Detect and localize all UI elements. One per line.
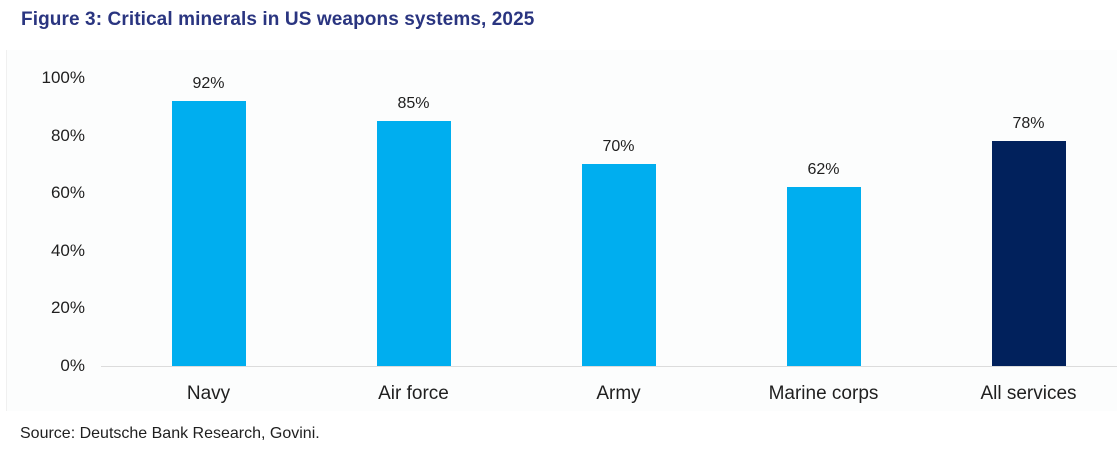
bar-value-label: 92% [192, 75, 225, 93]
bar-group: 92% Navy [106, 75, 311, 404]
chart-panel: 0% 20% 40% 60% 80% 100% 92% Navy 85% Air force 70… [6, 50, 1117, 411]
bar-group: 85% Air force [311, 78, 516, 404]
x-axis-label: Army [596, 383, 641, 404]
y-axis-tick-label: 40% [50, 240, 85, 260]
bar-group: 78% All services [926, 78, 1117, 404]
x-axis-label: Navy [186, 383, 231, 404]
plot-area: 92% Navy 85% Air force 70% Army 62% Marine corp… [106, 75, 1117, 404]
x-axis-label: Air force [378, 383, 449, 404]
source-note: Source: Deutsche Bank Research, Govini. [20, 425, 320, 442]
y-axis-tick-label: 20% [50, 298, 85, 318]
bar-group: 70% Army [516, 78, 721, 404]
bar-army [581, 164, 656, 366]
y-axis-tick-label: 60% [50, 183, 85, 203]
y-axis-tick-label: 100% [41, 68, 85, 87]
bar-navy [171, 101, 246, 366]
x-axis-baseline [101, 366, 1117, 367]
x-axis-label: Marine corps [768, 383, 879, 404]
bar-marine-corps [786, 187, 861, 366]
y-axis-tick-label: 80% [50, 125, 85, 145]
bar-value-label: 78% [1012, 115, 1045, 133]
figure-title: Figure 3: Critical minerals in US weapon… [21, 9, 535, 30]
bar-value-label: 70% [602, 138, 635, 156]
y-axis-tick-labels: 0% 20% 40% 60% 80% 100% [7, 68, 85, 375]
bar-value-label: 62% [807, 161, 840, 179]
bar-air-force [376, 121, 451, 366]
bar-group: 62% Marine corps [721, 78, 926, 404]
y-axis-tick-label: 0% [60, 356, 85, 375]
x-axis-label: All services [980, 383, 1077, 404]
bar-all-services [991, 141, 1066, 366]
bar-value-label: 85% [397, 95, 430, 113]
